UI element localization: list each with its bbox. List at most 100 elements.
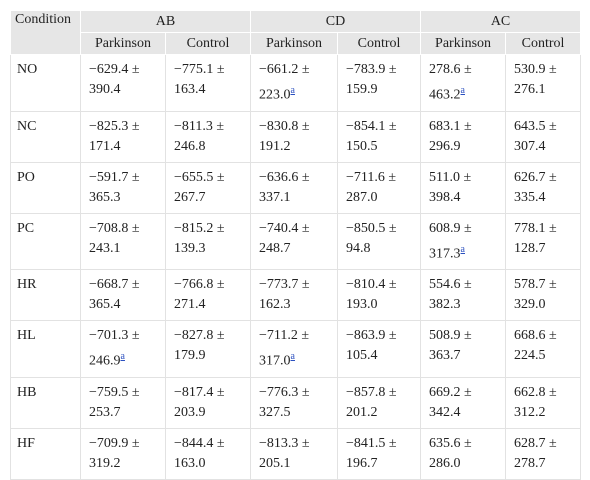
footnote-link[interactable]: a [120, 351, 125, 363]
cell-text: 608.9 ± 317.3 [429, 220, 472, 262]
footnote-mark: a [461, 242, 465, 255]
table-row: PO −591.7 ± 365.3 −655.5 ± 267.7 −636.6 ± 3… [10, 161, 582, 214]
footnote-link[interactable]: a [460, 85, 465, 96]
column-header: Parkinson [250, 32, 339, 55]
column-header: Control [337, 32, 422, 55]
condition-cell: HB [10, 376, 81, 429]
cell-text: −759.5 ± 253.7 [89, 384, 140, 420]
condition-cell: HL [10, 320, 81, 378]
value-cell: 626.7 ± 335.4 [505, 161, 582, 214]
cell-text: 554.6 ± 382.3 [429, 277, 472, 313]
value-cell: −850.5 ± 94.8 [337, 212, 422, 271]
value-cell: −711.2 ± 317.0a [250, 320, 339, 378]
value-cell: 554.6 ± 382.3 [420, 269, 507, 322]
cell-text: −655.5 ± 267.7 [174, 169, 225, 205]
value-cell: 662.8 ± 312.2 [505, 376, 582, 429]
cell-text: −629.4 ± 390.4 [89, 62, 140, 97]
column-row: Parkinson Control Parkinson Control Parkinso… [11, 32, 582, 55]
value-cell: −766.8 ± 271.4 [164, 269, 252, 322]
condition-cell: NC [10, 110, 81, 163]
cell-text: −830.8 ± 191.2 [259, 118, 310, 154]
condition-cell: HF [10, 427, 81, 480]
column-header: Parkinson [80, 32, 166, 55]
value-cell: 578.7 ± 329.0 [505, 269, 582, 322]
value-cell: −775.1 ± 163.4 [164, 54, 252, 112]
condition-cell: NO [10, 54, 81, 112]
value-cell: 278.6 ± 463.2a [420, 54, 507, 112]
value-cell: 508.9 ± 363.7 [420, 320, 507, 378]
group-header: CD [250, 10, 422, 33]
group-header: AC [420, 10, 582, 33]
value-cell: −591.7 ± 365.3 [80, 161, 166, 214]
value-cell: −813.3 ± 205.1 [250, 427, 339, 480]
cell-text: −661.2 ± 223.0 [259, 62, 310, 103]
table-row: NO −629.4 ± 390.4 −775.1 ± 163.4 −661.2 ± 2… [10, 54, 582, 112]
cell-text: 643.5 ± 307.4 [514, 118, 557, 154]
cell-text: −827.8 ± 179.9 [174, 328, 225, 364]
table-row: HB −759.5 ± 253.7 −817.4 ± 203.9 −776.3 ± 3… [10, 376, 582, 429]
cell-text: 683.1 ± 296.9 [429, 118, 472, 154]
cell-text: 778.1 ± 128.7 [514, 220, 557, 256]
cell-text: −815.2 ± 139.3 [174, 220, 225, 256]
footnote-link[interactable]: a [290, 351, 295, 363]
cell-text: −810.4 ± 193.0 [346, 277, 397, 313]
table-row: HL −701.3 ± 246.9a −827.8 ± 179.9 −711.2 ± … [10, 320, 582, 378]
value-cell: −830.8 ± 191.2 [250, 110, 339, 163]
cell-text: −776.3 ± 327.5 [259, 384, 310, 420]
value-cell: −709.9 ± 319.2 [80, 427, 166, 480]
value-cell: −817.4 ± 203.9 [164, 376, 252, 429]
value-cell: −863.9 ± 105.4 [337, 320, 422, 378]
footnote-link[interactable]: a [460, 243, 465, 255]
data-table: Condition AB CD AC Parkinson Control Parkins… [10, 10, 582, 480]
column-header: Control [164, 32, 252, 55]
cell-text: −811.3 ± 246.8 [174, 118, 225, 154]
cell-text: 578.7 ± 329.0 [514, 277, 557, 313]
group-header: AB [79, 10, 252, 33]
value-cell: −655.5 ± 267.7 [164, 161, 252, 214]
value-cell: −740.4 ± 248.7 [250, 212, 339, 271]
value-cell: −857.8 ± 201.2 [337, 376, 422, 429]
group-row: Condition AB CD AC [10, 10, 582, 55]
value-cell: −711.6 ± 287.0 [337, 161, 422, 214]
value-cell: −708.8 ± 243.1 [80, 212, 166, 271]
condition-cell: HR [10, 269, 81, 322]
value-cell: 635.6 ± 286.0 [420, 427, 507, 480]
value-cell: −701.3 ± 246.9a [80, 320, 166, 378]
value-cell: −629.4 ± 390.4 [80, 54, 166, 112]
value-cell: −825.3 ± 171.4 [80, 110, 166, 163]
cell-text: 508.9 ± 363.7 [429, 328, 472, 364]
value-cell: −811.3 ± 246.8 [164, 110, 252, 163]
table-row: NC −825.3 ± 171.4 −811.3 ± 246.8 −830.8 ± 1… [10, 110, 582, 163]
value-cell: −773.7 ± 162.3 [250, 269, 339, 322]
value-cell: −810.4 ± 193.0 [337, 269, 422, 322]
footnote-link[interactable]: a [290, 85, 295, 96]
cell-text: −591.7 ± 365.3 [89, 169, 140, 205]
corner-header: Condition [10, 10, 81, 55]
cell-text: −668.7 ± 365.4 [89, 277, 140, 313]
value-cell: 608.9 ± 317.3a [420, 212, 507, 271]
cell-text: −857.8 ± 201.2 [346, 384, 397, 420]
cell-text: −783.9 ± 159.9 [346, 62, 397, 97]
cell-text: −775.1 ± 163.4 [174, 62, 225, 97]
table-row: PC −708.8 ± 243.1 −815.2 ± 139.3 −740.4 ± 2… [10, 212, 582, 271]
cell-text: −863.9 ± 105.4 [346, 328, 397, 364]
value-cell: −661.2 ± 223.0a [250, 54, 339, 112]
cell-text: −708.8 ± 243.1 [89, 220, 140, 256]
cell-text: −636.6 ± 337.1 [259, 169, 310, 205]
condition-cell: PC [10, 212, 81, 271]
value-cell: −759.5 ± 253.7 [80, 376, 166, 429]
value-cell: −854.1 ± 150.5 [337, 110, 422, 163]
cell-text: −711.2 ± 317.0 [259, 328, 310, 369]
table-head: Condition AB CD AC Parkinson Control Parkins… [10, 10, 582, 55]
condition-cell: PO [10, 161, 81, 214]
cell-text: −817.4 ± 203.9 [174, 384, 225, 420]
value-cell: 668.6 ± 224.5 [505, 320, 582, 378]
cell-text: −773.7 ± 162.3 [259, 277, 310, 313]
value-cell: 511.0 ± 398.4 [420, 161, 507, 214]
value-cell: −776.3 ± 327.5 [250, 376, 339, 429]
value-cell: 778.1 ± 128.7 [505, 212, 582, 271]
cell-text: −854.1 ± 150.5 [346, 118, 397, 154]
cell-text: 278.6 ± 463.2 [429, 62, 472, 103]
cell-text: 511.0 ± 398.4 [429, 169, 472, 205]
footnote-mark: a [291, 83, 295, 96]
